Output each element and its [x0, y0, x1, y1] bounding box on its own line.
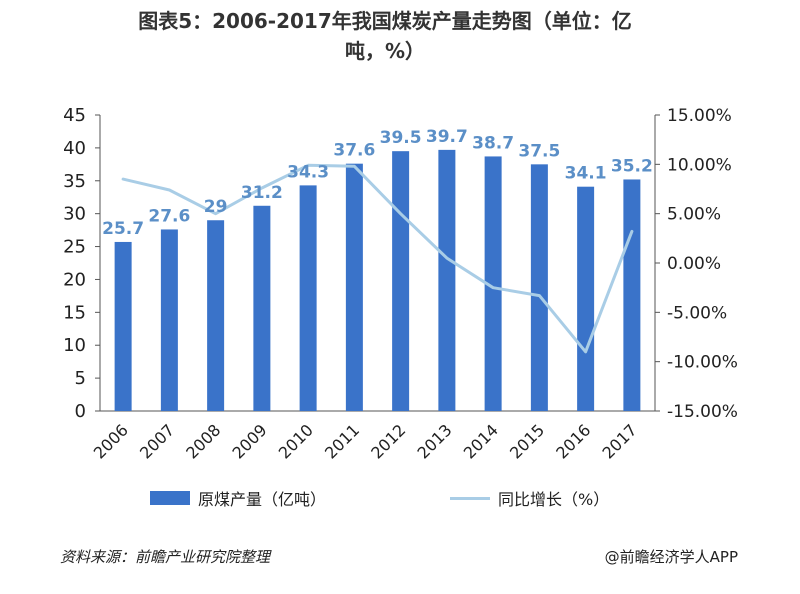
bar-data-label: 39.7 [426, 127, 468, 147]
left-tick-label: 30 [63, 204, 86, 225]
bar [299, 185, 317, 411]
left-tick-label: 15 [63, 302, 86, 323]
legend-line-entry: 同比增长（%） [450, 486, 609, 510]
left-tick-label: 5 [75, 368, 86, 389]
bar [114, 241, 132, 411]
left-tick-label: 35 [63, 171, 86, 192]
bar-data-label: 34.1 [565, 164, 607, 184]
legend-bar-label: 原煤产量（亿吨） [198, 490, 327, 509]
chart-title: 图表5：2006-2017年我国煤炭产量走势图（单位：亿 吨，%） [85, 6, 685, 66]
x-tick-label: 2008 [182, 420, 224, 462]
left-tick-label: 0 [75, 401, 86, 422]
legend-bar-entry: 原煤产量（亿吨） [150, 486, 326, 510]
growth-line [121, 163, 634, 354]
right-tick-label: 15.00% [667, 106, 732, 126]
chart-title-line1: 图表5：2006-2017年我国煤炭产量走势图（单位：亿 [138, 9, 632, 33]
bar-data-label: 37.5 [518, 141, 560, 161]
bar-data-label: 27.6 [148, 206, 190, 226]
right-tick-label: -5.00% [667, 303, 727, 323]
x-tick-label: 2011 [321, 420, 363, 462]
x-tick-label: 2017 [598, 420, 640, 462]
bar-data-label: 29 [204, 197, 228, 217]
legend-line-label: 同比增长（%） [498, 490, 610, 509]
bar-data-label: 25.7 [102, 219, 144, 239]
credit-note: @前瞻经济学人APP [604, 548, 738, 566]
x-tick-label: 2006 [90, 420, 132, 462]
bar [438, 149, 456, 411]
bar [207, 220, 225, 411]
right-tick-label: -15.00% [667, 402, 738, 422]
x-tick-label: 2016 [552, 420, 594, 462]
x-tick-label: 2010 [275, 420, 317, 462]
bar-data-label: 37.6 [333, 141, 375, 161]
x-tick-label: 2009 [228, 420, 270, 462]
x-tick-label: 2013 [413, 420, 455, 462]
x-tick-label: 2015 [506, 420, 548, 462]
chart-legend: 原煤产量（亿吨） 同比增长（%） [150, 486, 710, 510]
right-tick-label: 10.00% [667, 155, 732, 175]
bar-data-label: 35.2 [611, 156, 653, 176]
bar [345, 163, 363, 411]
bar [484, 156, 502, 411]
bar [253, 205, 271, 411]
x-tick-label: 2007 [136, 420, 178, 462]
x-tick-label: 2014 [460, 420, 502, 462]
bar [392, 151, 410, 411]
bar-data-label: 39.5 [380, 128, 422, 148]
right-tick-label: -10.00% [667, 353, 738, 373]
right-tick-label: 0.00% [667, 254, 721, 274]
bar [623, 179, 641, 411]
legend-line-swatch [450, 496, 490, 500]
bar-data-label: 38.7 [472, 133, 514, 153]
bar-data-label: 31.2 [241, 183, 283, 203]
right-tick-label: 5.00% [667, 205, 721, 225]
source-note: 资料来源：前瞻产业研究院整理 [60, 548, 271, 566]
left-tick-label: 20 [63, 269, 86, 290]
bar [577, 186, 595, 411]
left-tick-label: 10 [63, 335, 86, 356]
legend-bar-swatch [150, 491, 190, 505]
x-tick-label: 2012 [367, 420, 409, 462]
left-tick-label: 40 [63, 138, 86, 159]
left-tick-label: 25 [63, 237, 86, 258]
bar [530, 164, 548, 411]
chart-title-line2: 吨，%） [344, 39, 426, 63]
left-tick-label: 45 [63, 105, 86, 126]
bar-data-label: 34.3 [287, 162, 329, 182]
bar [160, 229, 178, 411]
